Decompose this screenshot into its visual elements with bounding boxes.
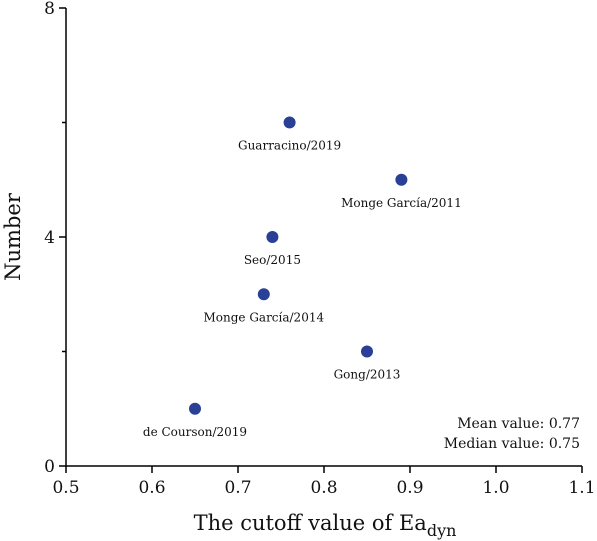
data-point	[395, 173, 408, 186]
point-label: Gong/2013	[334, 368, 401, 382]
y-axis-title: Number	[1, 192, 25, 281]
data-point	[361, 345, 373, 358]
point-label: de Courson/2019	[143, 425, 247, 439]
point-label: Monge García/2014	[203, 310, 324, 324]
median-value-annotation: Median value: 0.75	[444, 436, 580, 452]
point-label: Seo/2015	[244, 253, 301, 267]
data-point	[283, 116, 296, 129]
y-tick-label: 8	[44, 0, 55, 19]
y-tick-label: 4	[44, 228, 55, 248]
point-label: Monge García/2011	[341, 196, 462, 210]
x-tick-label: 0.6	[138, 478, 165, 498]
data-point	[257, 288, 270, 301]
data-point	[189, 402, 201, 415]
x-tick-label: 0.5	[52, 478, 79, 498]
x-tick-label: 0.9	[396, 478, 423, 498]
x-tick-label: 1.0	[482, 478, 509, 498]
mean-value-annotation: Mean value: 0.77	[457, 416, 580, 432]
point-label: Guarracino/2019	[238, 139, 341, 153]
axes	[65, 8, 582, 467]
x-tick-label: 1.1	[568, 478, 595, 498]
x-tick-label: 0.8	[310, 478, 337, 498]
x-tick-label: 0.7	[224, 478, 251, 498]
y-tick-label: 0	[44, 457, 55, 477]
x-axis-title: The cutoff value of Eadyn	[194, 511, 457, 540]
data-point	[266, 231, 279, 243]
data-points: Guarracino/2019 Monge García/2011 Seo/2015…	[143, 116, 462, 439]
ticks: 0.5 0.6 0.7 0.8 0.9 1.0 1.1 0 4 8	[44, 0, 595, 498]
